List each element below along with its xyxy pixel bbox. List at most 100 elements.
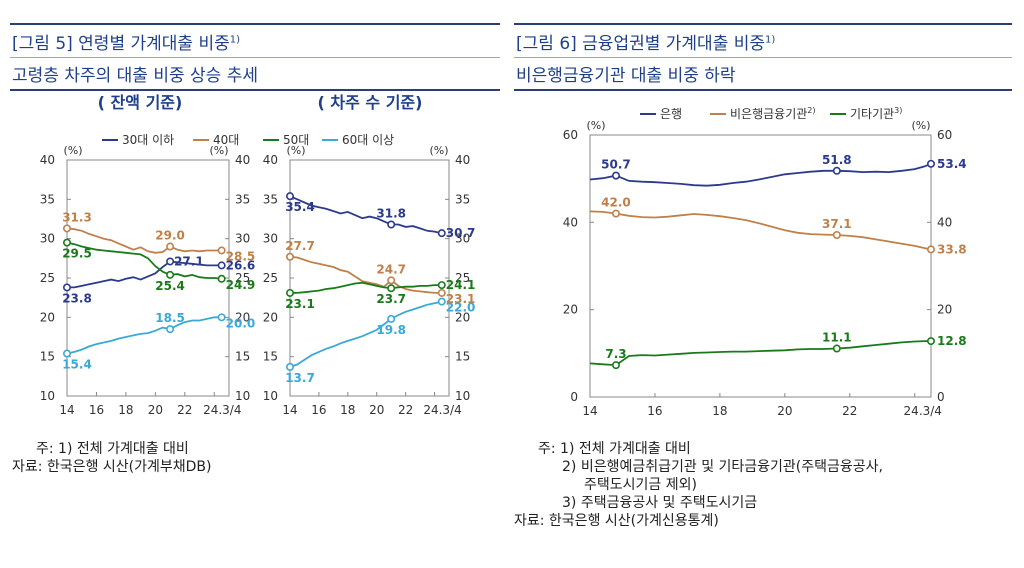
legend-label: 60대 이상 — [342, 133, 394, 147]
data-label: 19.8 — [376, 323, 406, 337]
chart-balance: ( 잔액 기준) 10 10 15 15 20 20 25 25 30 30 35 35 40 40 (%) (… — [40, 93, 256, 417]
data-label: 25.4 — [155, 279, 185, 293]
plot-frame — [589, 134, 932, 398]
data-label: 53.4 — [937, 157, 967, 171]
series-30대 이하: 35.4 31.8 30.7 — [285, 192, 476, 240]
source-line: 자료: 한국은행 시산(가계신용통계) — [514, 513, 719, 529]
y-tick-label-right: 40 — [937, 215, 952, 229]
x-tick-label: 22 — [177, 403, 192, 417]
data-marker — [285, 362, 294, 371]
data-marker — [926, 337, 935, 346]
y-tick-label-right: 40 — [235, 153, 250, 167]
x-tick-label: 16 — [89, 403, 104, 417]
unit-label-right: (%) — [429, 144, 448, 157]
y-tick-label-left: 10 — [263, 389, 278, 403]
unit-label-left: (%) — [586, 119, 605, 132]
top-rule — [514, 23, 1012, 25]
x-tick-label: 14 — [582, 404, 597, 418]
data-label: 15.4 — [62, 358, 92, 372]
series-60대 이상: 13.7 19.8 22.0 — [285, 297, 475, 385]
data-label: 23.7 — [376, 292, 406, 306]
data-label: 7.3 — [605, 347, 626, 361]
y-tick-label-left: 40 — [563, 215, 578, 229]
data-marker — [387, 314, 396, 323]
data-marker — [832, 166, 841, 175]
x-tick-label: 24.3/4 — [203, 403, 241, 417]
x-tick-label: 18 — [712, 404, 727, 418]
y-tick-label-right: 25 — [455, 271, 470, 285]
y-tick-label-right: 20 — [937, 303, 952, 317]
figure-6-panel: [그림 6] 금융업권별 가계대출 비중1) 비은행금융기관 대출 비중 하락 … — [512, 0, 1024, 568]
middle-rule — [514, 57, 1012, 58]
y-tick-label-left: 35 — [40, 192, 55, 206]
data-label: 24.7 — [376, 262, 406, 276]
y-tick-label-left: 15 — [263, 350, 278, 364]
y-tick-label-right: 60 — [937, 128, 952, 142]
data-marker — [285, 192, 294, 201]
data-marker — [62, 238, 71, 247]
legend-label: 30대 이하 — [122, 133, 174, 147]
data-label: 24.9 — [226, 278, 256, 292]
series-line — [289, 255, 442, 294]
chart-title: ( 차주 수 기준) — [318, 93, 423, 112]
data-label: 20.0 — [226, 316, 256, 330]
legend-footnote-mark: 2) — [807, 106, 815, 115]
x-tick-label: 16 — [311, 403, 326, 417]
data-label: 31.8 — [376, 207, 406, 221]
x-tick-label: 24.3/4 — [904, 404, 942, 418]
y-tick-label-right: 30 — [235, 232, 250, 246]
data-marker — [217, 261, 226, 270]
y-tick-label-left: 20 — [40, 310, 55, 324]
legend-label: 40대 — [213, 133, 239, 147]
data-label: 12.8 — [937, 334, 967, 348]
series-40대: 27.7 24.7 23.1 — [285, 239, 475, 306]
data-label: 30.7 — [446, 226, 476, 240]
data-marker — [217, 274, 226, 283]
y-tick-label-right: 35 — [235, 192, 250, 206]
y-tick-label-left: 40 — [40, 153, 55, 167]
y-tick-label-left: 10 — [40, 389, 55, 403]
figure-5-title: [그림 5] 연령별 가계대출 비중1) — [12, 34, 241, 54]
figure-6-subtitle: 비은행금융기관 대출 비중 하락 — [516, 66, 736, 86]
figure-5-panel: [그림 5] 연령별 가계대출 비중1) 고령층 차주의 대출 비중 상승 추세… — [0, 0, 500, 568]
figure-5-notes: 주: 1) 전체 가계대출 대비 자료: 한국은행 시산(가계부채DB) — [12, 440, 212, 476]
data-marker — [437, 288, 446, 297]
unit-label-left: (%) — [63, 144, 82, 157]
note-line: 3) 주택금융공사 및 주택도시기금 — [562, 495, 758, 511]
y-tick-label-right: 40 — [455, 153, 470, 167]
x-tick-label: 22 — [842, 404, 857, 418]
series-line — [66, 241, 222, 280]
data-label: 23.1 — [285, 297, 315, 311]
series-line — [289, 195, 442, 235]
data-marker — [166, 242, 175, 251]
series-50대: 29.5 25.4 24.9 — [62, 238, 256, 293]
data-label: 27.7 — [285, 239, 315, 253]
x-tick-label: 14 — [59, 403, 74, 417]
x-tick-label: 16 — [647, 404, 662, 418]
y-tick-label-left: 25 — [263, 271, 278, 285]
legend-label: 50대 — [283, 133, 309, 147]
series-비은행금융기관: 42.0 37.1 33.8 — [589, 196, 967, 256]
source-line: 자료: 한국은행 시산(가계부채DB) — [12, 459, 212, 475]
middle-rule — [10, 57, 500, 58]
data-label: 23.8 — [62, 291, 92, 305]
data-marker — [62, 224, 71, 233]
y-tick-label-left: 30 — [40, 232, 55, 246]
chart-title: ( 잔액 기준) — [98, 93, 183, 112]
data-marker — [926, 159, 935, 168]
y-tick-label-right: 10 — [455, 389, 470, 403]
y-tick-label-left: 40 — [263, 153, 278, 167]
x-tick-label: 24.3/4 — [423, 403, 461, 417]
figure-6-notes: 주: 1) 전체 가계대출 대비 2) 비은행예금취급기관 및 기타금융기관(주… — [514, 440, 883, 530]
top-rule — [10, 23, 500, 25]
data-label: 33.8 — [937, 242, 967, 256]
data-label: 13.7 — [285, 371, 315, 385]
figure-5-subtitle: 고령층 차주의 대출 비중 상승 추세 — [12, 66, 258, 86]
data-label: 51.8 — [822, 153, 852, 167]
data-marker — [166, 270, 175, 279]
data-label: 42.0 — [601, 196, 631, 210]
data-label: 35.4 — [285, 200, 315, 214]
series-line — [289, 300, 442, 368]
figure-6-title: [그림 6] 금융업권별 가계대출 비중1) — [516, 34, 776, 54]
data-label: 31.3 — [62, 210, 92, 224]
